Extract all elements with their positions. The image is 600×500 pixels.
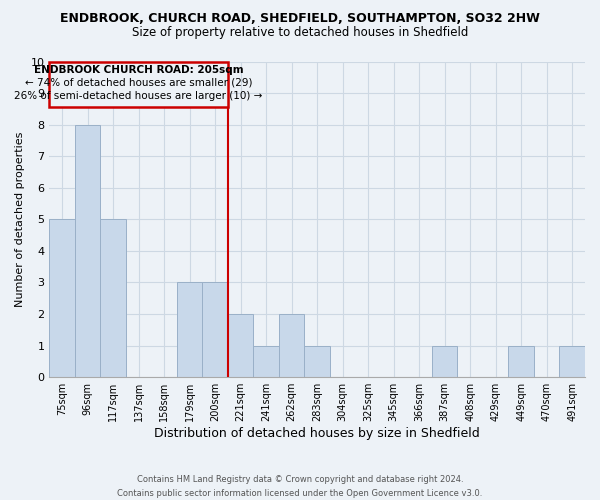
X-axis label: Distribution of detached houses by size in Shedfield: Distribution of detached houses by size … [154,427,480,440]
Bar [177,282,202,377]
Text: Contains HM Land Registry data © Crown copyright and database right 2024.
Contai: Contains HM Land Registry data © Crown c… [118,476,482,498]
Bar [508,346,534,377]
Bar [75,124,100,377]
FancyBboxPatch shape [49,62,228,108]
Bar [304,346,330,377]
Text: ENDBROOK CHURCH ROAD: 205sqm: ENDBROOK CHURCH ROAD: 205sqm [34,64,244,74]
Bar [202,282,228,377]
Bar [253,346,279,377]
Text: 26% of semi-detached houses are larger (10) →: 26% of semi-detached houses are larger (… [14,91,263,101]
Bar [279,314,304,377]
Bar [49,220,75,377]
Text: Size of property relative to detached houses in Shedfield: Size of property relative to detached ho… [132,26,468,39]
Bar [100,220,126,377]
Bar [228,314,253,377]
Bar [432,346,457,377]
Text: ENDBROOK, CHURCH ROAD, SHEDFIELD, SOUTHAMPTON, SO32 2HW: ENDBROOK, CHURCH ROAD, SHEDFIELD, SOUTHA… [60,12,540,26]
Y-axis label: Number of detached properties: Number of detached properties [15,132,25,307]
Bar [559,346,585,377]
Text: ← 74% of detached houses are smaller (29): ← 74% of detached houses are smaller (29… [25,78,253,88]
